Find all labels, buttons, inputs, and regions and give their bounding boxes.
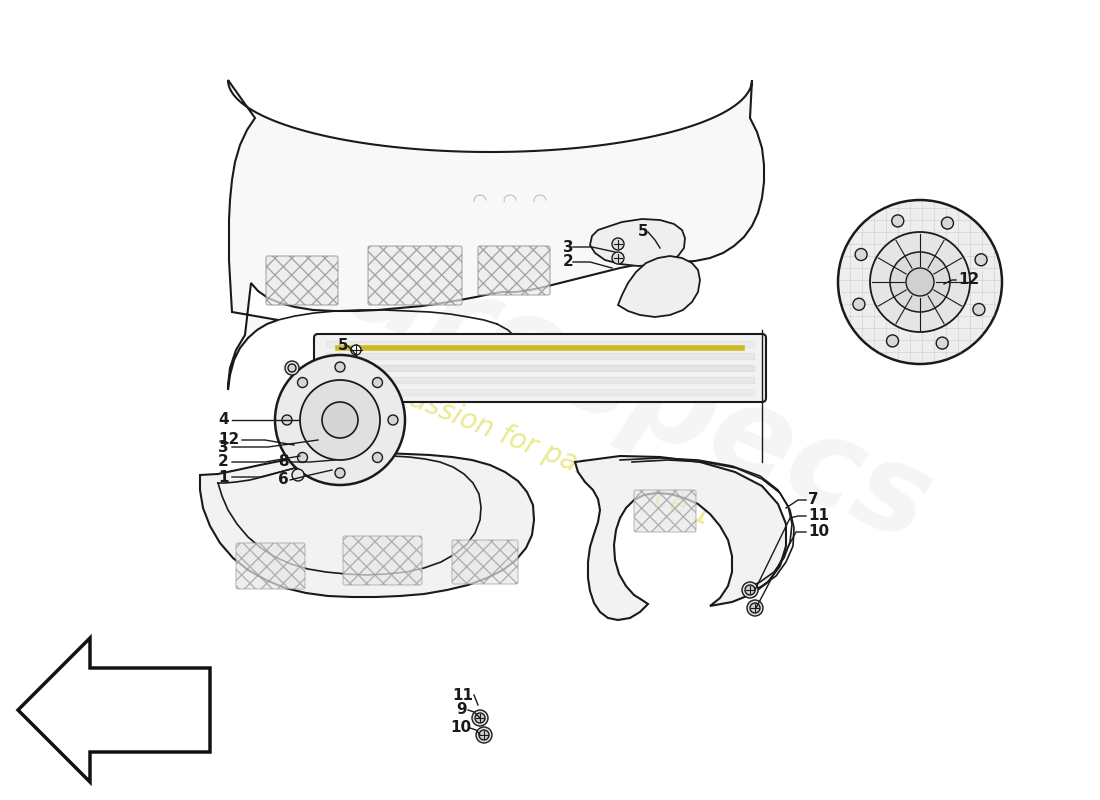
Circle shape bbox=[373, 453, 383, 462]
Circle shape bbox=[478, 730, 490, 740]
Text: 2: 2 bbox=[218, 454, 229, 470]
Text: 4: 4 bbox=[218, 413, 229, 427]
Text: 5: 5 bbox=[638, 225, 649, 239]
Text: 6: 6 bbox=[278, 473, 288, 487]
Text: 12: 12 bbox=[218, 433, 240, 447]
FancyBboxPatch shape bbox=[452, 540, 518, 584]
Circle shape bbox=[906, 268, 934, 296]
Circle shape bbox=[855, 249, 867, 261]
Circle shape bbox=[892, 215, 904, 227]
Circle shape bbox=[887, 335, 899, 347]
Polygon shape bbox=[200, 453, 534, 597]
Circle shape bbox=[972, 303, 984, 315]
Text: 5: 5 bbox=[338, 338, 349, 354]
Circle shape bbox=[852, 298, 865, 310]
Circle shape bbox=[612, 252, 624, 264]
Circle shape bbox=[747, 600, 763, 616]
Circle shape bbox=[745, 585, 755, 595]
FancyBboxPatch shape bbox=[343, 536, 422, 585]
FancyBboxPatch shape bbox=[368, 246, 462, 305]
Polygon shape bbox=[590, 219, 685, 266]
Circle shape bbox=[336, 468, 345, 478]
Circle shape bbox=[288, 364, 296, 372]
Circle shape bbox=[297, 378, 308, 387]
Circle shape bbox=[936, 337, 948, 349]
Circle shape bbox=[975, 254, 987, 266]
Text: 10: 10 bbox=[808, 525, 829, 539]
Circle shape bbox=[285, 361, 299, 375]
Text: 9: 9 bbox=[456, 702, 466, 718]
Circle shape bbox=[475, 713, 485, 723]
Circle shape bbox=[838, 200, 1002, 364]
Text: 10: 10 bbox=[450, 721, 471, 735]
Circle shape bbox=[275, 355, 405, 485]
Text: 12: 12 bbox=[958, 273, 979, 287]
Text: a passion for parts since 1: a passion for parts since 1 bbox=[365, 368, 715, 532]
Circle shape bbox=[472, 710, 488, 726]
FancyBboxPatch shape bbox=[634, 490, 696, 532]
Circle shape bbox=[322, 402, 358, 438]
Circle shape bbox=[297, 453, 308, 462]
Polygon shape bbox=[575, 456, 786, 620]
Text: 11: 11 bbox=[808, 509, 829, 523]
Circle shape bbox=[890, 252, 950, 312]
Circle shape bbox=[336, 362, 345, 372]
Circle shape bbox=[300, 380, 379, 460]
Circle shape bbox=[750, 603, 760, 613]
Circle shape bbox=[388, 415, 398, 425]
Text: 7: 7 bbox=[808, 493, 818, 507]
Polygon shape bbox=[228, 80, 764, 390]
Circle shape bbox=[476, 727, 492, 743]
Circle shape bbox=[373, 378, 383, 387]
Circle shape bbox=[282, 415, 292, 425]
Text: 3: 3 bbox=[218, 439, 229, 454]
Circle shape bbox=[870, 232, 970, 332]
Polygon shape bbox=[618, 256, 700, 317]
Circle shape bbox=[292, 469, 304, 481]
Text: 8: 8 bbox=[278, 454, 288, 470]
Text: eurospecs: eurospecs bbox=[252, 194, 947, 566]
Text: 1: 1 bbox=[218, 470, 229, 485]
FancyBboxPatch shape bbox=[478, 246, 550, 295]
Circle shape bbox=[942, 217, 954, 229]
Circle shape bbox=[351, 345, 361, 355]
Polygon shape bbox=[18, 638, 210, 782]
Text: 11: 11 bbox=[452, 687, 473, 702]
Text: 2: 2 bbox=[563, 254, 574, 270]
FancyBboxPatch shape bbox=[314, 334, 766, 402]
FancyBboxPatch shape bbox=[266, 256, 338, 305]
Circle shape bbox=[742, 582, 758, 598]
Text: 3: 3 bbox=[563, 239, 573, 254]
FancyBboxPatch shape bbox=[236, 543, 305, 589]
Circle shape bbox=[612, 238, 624, 250]
